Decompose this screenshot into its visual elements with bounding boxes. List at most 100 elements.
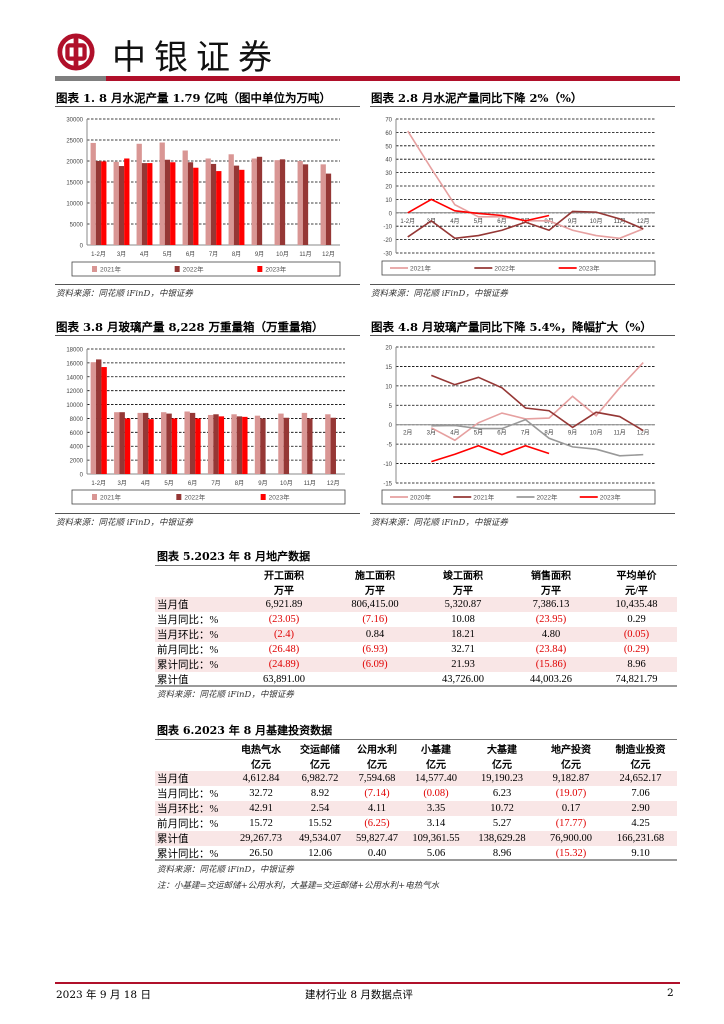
x-tick-label: 1-2月 <box>91 251 106 258</box>
table-cell: 59,827.47 <box>348 831 406 846</box>
column-header: 竣工面积 <box>443 571 483 582</box>
bar-2022年 <box>166 413 172 474</box>
line-2022年 <box>431 418 644 457</box>
x-tick-label: 5月 <box>474 430 483 437</box>
x-tick-label: 7月 <box>521 430 530 437</box>
column-header: 亿元 <box>426 760 446 771</box>
column-header: 亿元 <box>630 760 651 771</box>
bar-2021年 <box>114 412 120 474</box>
table-cell: 8.96 <box>492 848 512 859</box>
row-label: 当月值 <box>155 771 230 786</box>
bar-2021年 <box>136 143 142 245</box>
bar-2021年 <box>182 150 188 245</box>
column-header: 开工面积 <box>264 571 304 582</box>
table-cell: 7.06 <box>631 788 650 799</box>
x-tick-label: 1-2月 <box>400 218 415 225</box>
column-header: 施工面积 <box>355 571 395 582</box>
header-cell <box>155 582 238 597</box>
table-row: 当月同比：% (23.05) (7.16) 10.08 (23.95) 0.29 <box>155 612 677 627</box>
legend-swatch <box>174 266 180 272</box>
bar-2021年 <box>278 413 284 474</box>
x-tick-label: 10月 <box>280 480 293 487</box>
bar-2023年 <box>239 169 245 245</box>
bar-2021年 <box>228 154 234 245</box>
table-cell: 32.72 <box>249 788 273 799</box>
x-tick-label: 3月 <box>118 480 127 487</box>
header-row: 开工面积 施工面积 竣工面积 销售面积 平均单价 <box>155 567 677 582</box>
legend-label: 2021年 <box>410 264 431 273</box>
infrastructure-table: 电热气水 交运邮储 公用水利 小基建 大基建 地产投资 制造业投资 亿元 亿元 亿元 亿元 亿元 亿元亿… <box>155 741 677 861</box>
bar-2021年 <box>251 158 257 245</box>
row-label: 当月值 <box>155 597 238 612</box>
y-tick-label: 0 <box>80 244 84 250</box>
table-cell: 0.84 <box>330 627 420 642</box>
bar-2021年 <box>254 415 261 474</box>
legend-swatch <box>257 266 263 272</box>
fig1-title: 图表 1. 8 月水泥产量 1.79 亿吨（图中单位为万吨） <box>56 91 332 105</box>
y-tick-label: -20 <box>383 238 392 244</box>
table-cell: (6.25) <box>364 818 390 829</box>
bar-2022年 <box>142 412 149 474</box>
bar-2022年 <box>213 414 219 474</box>
y-tick-label: 10000 <box>66 202 83 208</box>
bar-2021年 <box>205 158 211 245</box>
table-cell: 18.21 <box>420 627 506 642</box>
table5-title: 图表 5.2023 年 8 月地产数据 <box>157 550 311 563</box>
table-row: 前月同比：% 15.72 15.52 (6.25) 3.14 5.27 (17.77) 4.2… <box>155 816 677 831</box>
bar-2023年 <box>101 367 107 474</box>
table-cell: 2.54 <box>292 801 348 816</box>
bar-2021年 <box>90 362 97 474</box>
table-cell: 4,612.84 <box>230 771 292 786</box>
table-cell: 4.80 <box>506 627 596 642</box>
column-header: 销售面积 <box>531 571 571 582</box>
footer-rule <box>55 982 680 984</box>
header-cell <box>155 756 230 771</box>
y-tick-label: 20 <box>385 185 392 191</box>
bar-2023年 <box>101 161 107 245</box>
legend-label: 2021年 <box>100 265 121 274</box>
divider <box>55 106 360 107</box>
x-tick-label: 9月 <box>568 218 577 225</box>
y-tick-label: 6000 <box>70 431 84 437</box>
table-cell: 9,182.87 <box>538 771 604 786</box>
table-cell: (19.07) <box>555 788 587 799</box>
x-tick-label: 8月 <box>544 430 553 437</box>
legend-swatch <box>92 494 97 500</box>
table-cell: 6,921.89 <box>238 597 330 612</box>
row-label: 前月同比：% <box>157 645 219 656</box>
page-number: 2 <box>667 987 674 999</box>
header-rule-red <box>106 76 680 81</box>
bar-2022年 <box>95 161 102 245</box>
y-tick-label: -10 <box>383 225 392 231</box>
table-cell: 63,891.00 <box>263 674 305 685</box>
table-cell: 76,900.00 <box>538 831 604 846</box>
bar-2022年 <box>260 418 266 474</box>
header-row: 万平 万平 万平 万平 元/平 <box>155 582 677 597</box>
cement-output-bar-chart: 0 5000 10000 15000 20000 25000 30000 1-2月 3月 4月 5月… <box>66 118 341 277</box>
column-header: 亿元 <box>561 760 581 771</box>
bar-2021年 <box>90 142 96 245</box>
divider <box>55 284 360 285</box>
table-cell: (0.29) <box>623 644 650 655</box>
column-header: 万平 <box>365 586 385 597</box>
bar-2022年 <box>236 416 243 474</box>
fig1-source: 资料来源：同花顺 iFinD，中银证券 <box>56 289 193 299</box>
divider <box>155 739 677 740</box>
table-cell: 8.92 <box>310 788 330 799</box>
bar-2021年 <box>159 142 165 245</box>
y-tick-label: 2000 <box>70 459 84 465</box>
table6-title: 图表 6.2023 年 8 月基建投资数据 <box>157 724 333 737</box>
y-tick-label: 40 <box>385 158 392 164</box>
bar-2023年 <box>124 158 130 245</box>
divider <box>370 335 675 336</box>
bar-2021年 <box>231 414 237 474</box>
y-tick-label: 30 <box>385 171 392 177</box>
table-cell: 26.50 <box>249 848 273 859</box>
divider <box>155 859 677 861</box>
bank-logo-icon <box>57 33 95 71</box>
bar-2022年 <box>96 359 102 474</box>
y-tick-label: 12000 <box>66 389 83 395</box>
table-cell: (0.08) <box>423 788 449 799</box>
table-cell: 15.52 <box>308 818 332 829</box>
